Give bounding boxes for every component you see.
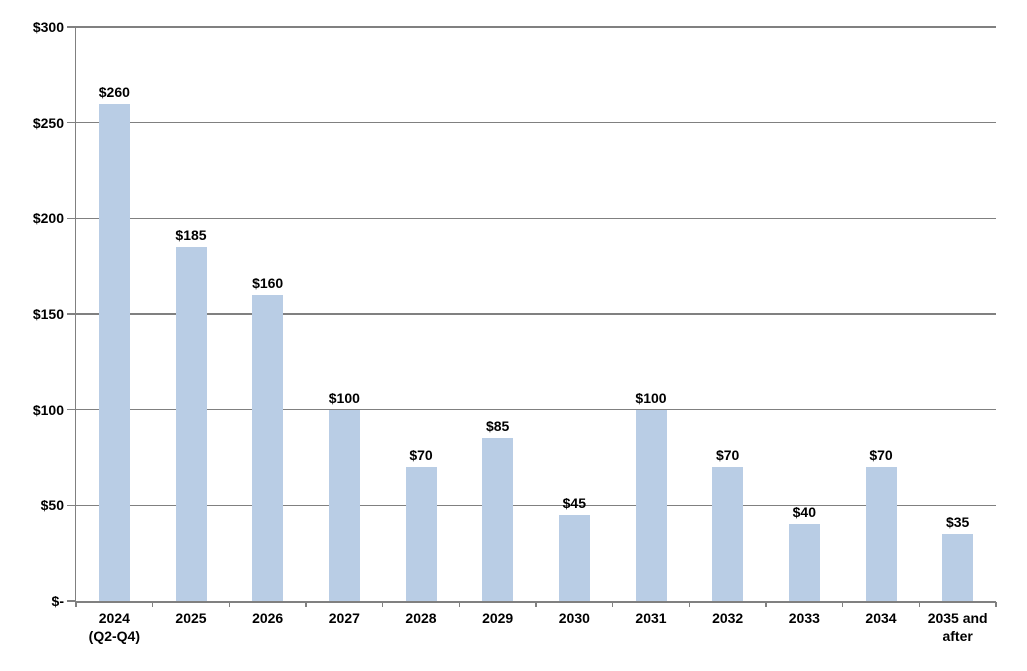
x-axis-tick [841,602,844,607]
bar [942,534,974,601]
bar [328,409,360,601]
x-axis-tick [151,602,154,607]
bar-value-label: $70 [715,447,740,464]
gridline [76,121,996,124]
y-axis-label: $150 [32,306,64,322]
gridline [76,408,996,411]
gridline [76,217,996,220]
bar [635,409,667,601]
x-axis-tick [918,602,921,607]
x-axis-label: 2024 (Q2-Q4) [88,610,140,644]
x-axis-tick [765,602,767,607]
bar [175,247,207,601]
bar [865,467,897,601]
bar [482,438,514,601]
x-axis-label: 2033 [788,610,820,626]
x-axis-label: 2034 [865,610,897,626]
x-axis-label: 2027 [328,610,360,626]
y-axis-tick [66,504,76,507]
x-axis-tick [611,602,614,607]
bar [558,514,590,601]
gridline [76,313,996,315]
bar-value-label: $100 [635,389,667,406]
y-axis-label: $50 [40,497,64,514]
y-axis-tick [66,408,76,411]
bar [98,103,130,601]
x-axis-label: 2032 [712,610,744,626]
bar-value-label: $70 [869,447,893,464]
bar-value-label: $185 [175,227,207,244]
x-axis-label: 2035 and after [927,610,988,644]
bar-value-label: $70 [409,447,433,464]
x-axis-tick [381,602,384,607]
x-axis-tick [995,602,997,607]
y-axis-tick [66,121,76,124]
bar-value-label: $35 [945,514,970,531]
bar-value-label: $40 [792,504,816,521]
y-axis-label: $- [51,593,64,609]
bar [712,467,744,601]
x-axis-label: 2025 [175,610,207,626]
y-axis-tick [66,217,76,220]
x-axis-tick [228,602,231,607]
x-axis-label: 2026 [252,610,284,626]
x-axis-tick [688,602,691,607]
bar-value-label: $100 [328,389,360,406]
x-axis-label: 2030 [558,610,590,626]
y-axis-label: $100 [32,401,64,418]
y-axis-label: $250 [32,114,64,131]
x-axis-tick [75,602,77,607]
x-axis-label: 2028 [405,610,437,626]
bar [405,467,437,601]
x-axis-tick [535,602,537,607]
bar-value-label: $85 [485,418,510,435]
y-axis-tick [66,313,76,315]
bar-value-label: $260 [98,83,130,100]
bar [252,294,284,601]
x-axis-line [74,600,996,603]
gridline [76,26,996,28]
x-axis-tick [305,602,307,607]
x-axis-tick [458,602,461,607]
y-axis-tick [66,600,76,602]
y-axis-tick [66,26,76,28]
y-axis-label: $300 [32,19,64,35]
x-axis-label: 2029 [482,610,514,626]
bar-value-label: $45 [562,494,586,511]
gridline [76,504,996,507]
bar [788,524,820,601]
y-axis-label: $200 [32,210,64,227]
bar-value-label: $160 [252,274,284,291]
x-axis-label: 2031 [635,610,667,626]
